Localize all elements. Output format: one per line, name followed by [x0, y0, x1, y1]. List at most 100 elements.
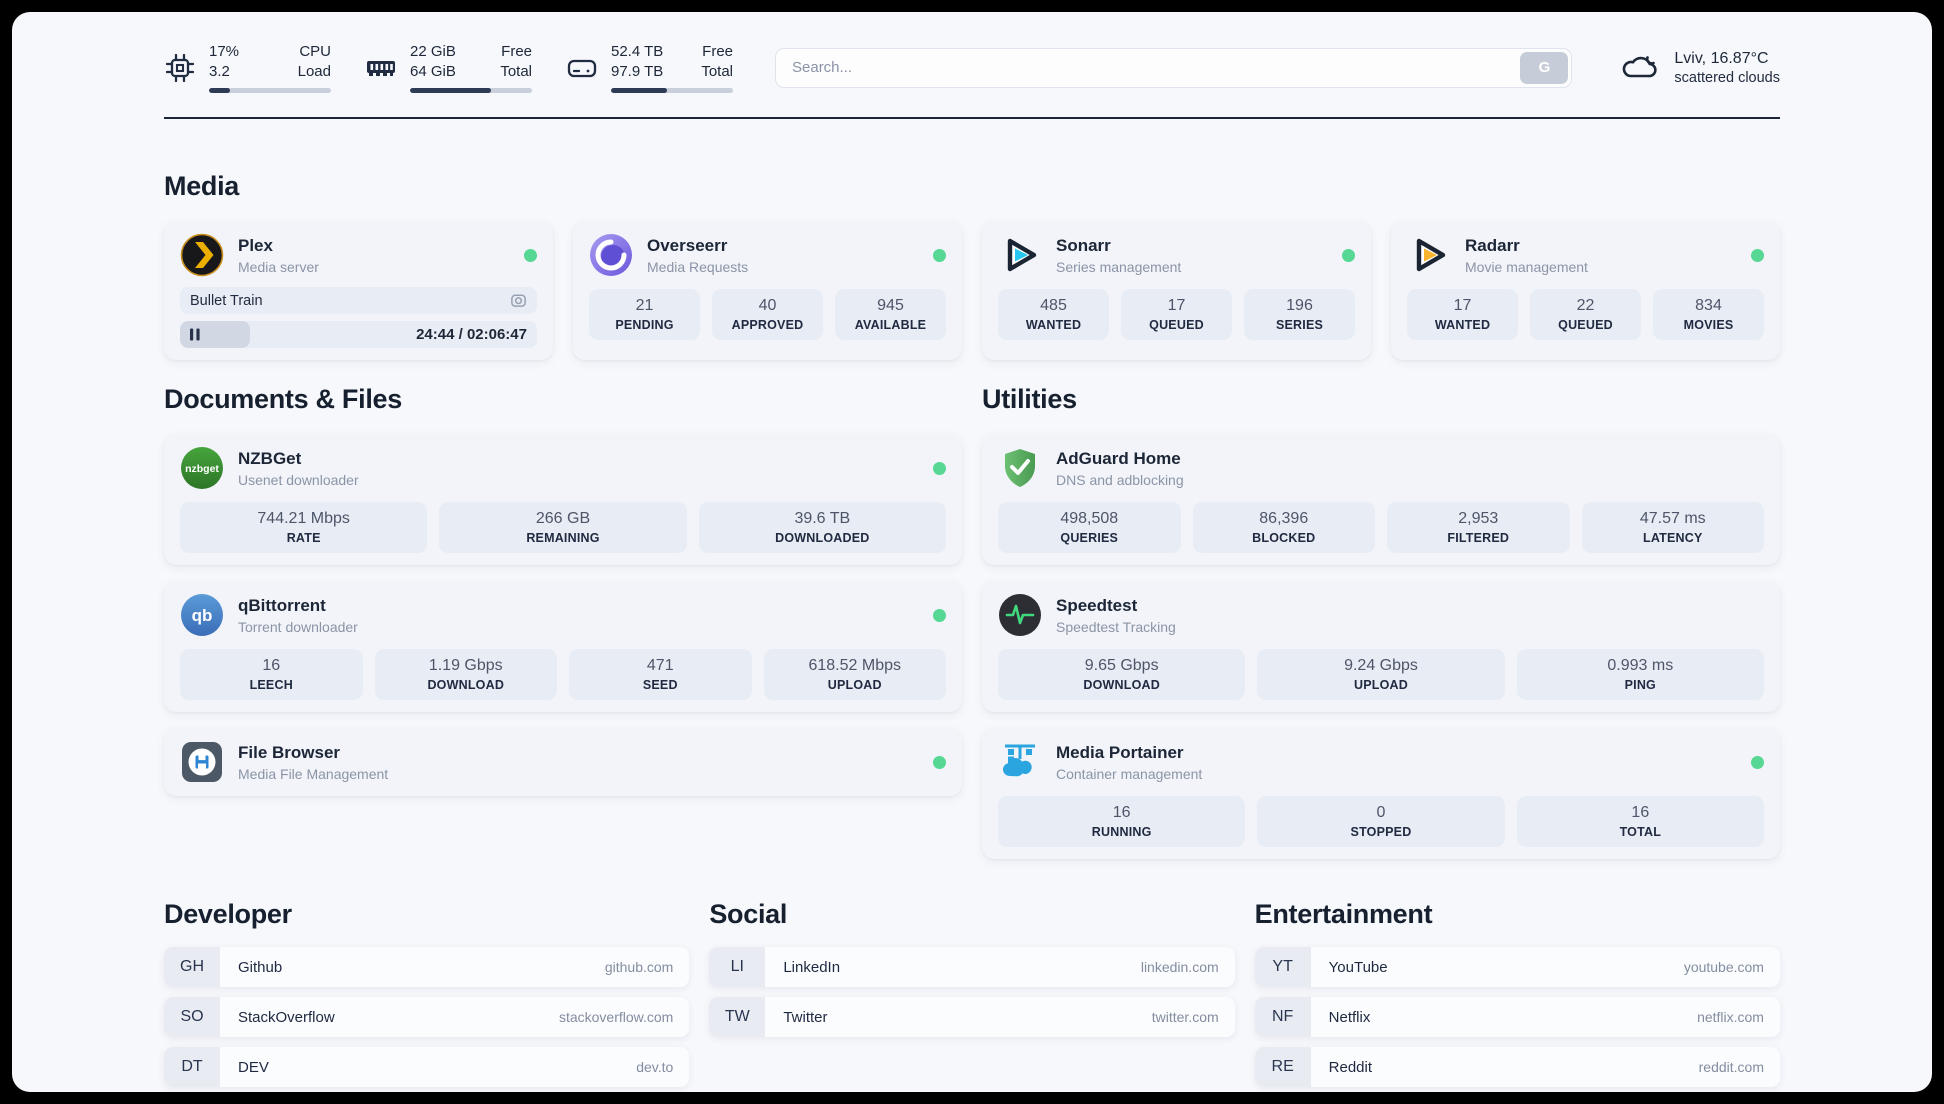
- nzbget-icon: nzbget: [180, 446, 224, 490]
- section-media: Media Plex Media server: [164, 171, 1780, 360]
- section-title-developer: Developer: [164, 899, 292, 929]
- service-subtitle: Container management: [1056, 766, 1203, 782]
- youtube-icon: YT: [1254, 947, 1311, 987]
- disk-total-value: 97.9 TB: [611, 63, 664, 80]
- status-dot: [1751, 755, 1764, 769]
- stat-blocked: 86,396 BLOCKED: [1192, 502, 1375, 553]
- reddit-icon: RE: [1254, 1047, 1311, 1087]
- section-title-entertainment: Entertainment: [1254, 899, 1433, 929]
- service-card-sonarr[interactable]: Sonarr Series management 485 WANTED 17 QUE…: [982, 221, 1371, 360]
- cpu-load-label: Load: [297, 63, 331, 80]
- stat-wanted: 485 WANTED: [998, 289, 1109, 340]
- link-stackoverflow[interactable]: SO StackOverflow stackoverflow.com: [164, 997, 690, 1037]
- adguard-icon: [998, 446, 1042, 490]
- stat-total: 16 TOTAL: [1516, 796, 1764, 847]
- disk-progress-bar: [611, 88, 733, 93]
- status-dot: [933, 248, 946, 262]
- dev-icon: DT: [164, 1047, 220, 1087]
- speedtest-icon: [998, 593, 1042, 637]
- ram-icon: [365, 52, 397, 84]
- service-name: Plex: [238, 236, 273, 255]
- service-card-radarr[interactable]: Radarr Movie management 17 WANTED 22 QUEUE…: [1391, 221, 1780, 360]
- ram-stat: 22 GiB 64 GiB Free Total: [365, 42, 532, 93]
- stat-latency: 47.57 ms LATENCY: [1581, 502, 1764, 553]
- service-subtitle: Movie management: [1465, 259, 1588, 275]
- service-card-qbittorrent[interactable]: qb qBittorrent Torrent downloader 16 LEEC…: [164, 581, 962, 712]
- camera-icon[interactable]: [510, 292, 527, 309]
- service-card-overseerr[interactable]: Overseerr Media Requests 21 PENDING 40 APP…: [573, 221, 962, 360]
- stat-downloaded: 39.6 TB DOWNLOADED: [698, 502, 946, 553]
- stat-available: 945 AVAILABLE: [835, 289, 946, 340]
- service-name: AdGuard Home: [1056, 449, 1181, 468]
- link-github[interactable]: GH Github github.com: [164, 947, 690, 987]
- overseerr-icon: [589, 233, 633, 277]
- status-dot: [933, 755, 946, 769]
- service-name: Speedtest: [1056, 596, 1138, 615]
- section-documents: Documents & Files nzbget: [164, 384, 962, 859]
- weather-widget: Lviv, 16.87°C scattered clouds: [1618, 47, 1780, 89]
- link-twitter[interactable]: TW Twitter twitter.com: [709, 997, 1235, 1037]
- link-netflix[interactable]: NF Netflix netflix.com: [1254, 997, 1780, 1037]
- system-stats: 17% 3.2 CPU Load: [164, 42, 733, 93]
- service-subtitle: Torrent downloader: [238, 619, 358, 635]
- search-engine-button[interactable]: G: [1520, 51, 1569, 84]
- stat-pending: 21 PENDING: [589, 289, 700, 340]
- stat-queued: 22 QUEUED: [1530, 289, 1641, 340]
- section-title-social: Social: [709, 899, 788, 929]
- search-bar: G: [775, 47, 1573, 88]
- playback-time: 24:44 / 02:06:47: [416, 326, 527, 343]
- cpu-usage-value: 17%: [209, 43, 240, 60]
- service-name: File Browser: [238, 743, 341, 762]
- service-card-filebrowser[interactable]: File Browser Media File Management: [164, 728, 962, 796]
- service-card-plex[interactable]: Plex Media server Bullet Train: [164, 221, 553, 360]
- section-utilities: Utilities AdGuard Home: [982, 384, 1780, 859]
- stat-wanted: 17 WANTED: [1407, 289, 1518, 340]
- svg-text:qb: qb: [192, 606, 213, 625]
- service-subtitle: Media Requests: [647, 259, 749, 275]
- stat-ping: 0.993 ms PING: [1516, 649, 1764, 700]
- status-dot: [1751, 248, 1764, 262]
- playback-progress-bar[interactable]: 24:44 / 02:06:47: [180, 321, 537, 348]
- netflix-icon: NF: [1254, 997, 1311, 1037]
- stat-filtered: 2,953 FILTERED: [1387, 502, 1570, 553]
- service-card-nzbget[interactable]: nzbget NZBGet Usenet downloader 744.21 M…: [164, 434, 962, 565]
- cpu-load-value: 3.2: [209, 63, 230, 80]
- service-card-adguard[interactable]: AdGuard Home DNS and adblocking 498,508 Q…: [982, 434, 1780, 565]
- service-name: Sonarr: [1056, 236, 1111, 255]
- link-reddit[interactable]: RE Reddit reddit.com: [1254, 1047, 1780, 1087]
- link-dev[interactable]: DT DEV dev.to: [164, 1047, 690, 1087]
- stat-download: 9.65 Gbps DOWNLOAD: [998, 649, 1246, 700]
- header-divider: [164, 117, 1780, 119]
- ram-free-label: Free: [501, 43, 532, 60]
- stat-stopped: 0 STOPPED: [1257, 796, 1505, 847]
- service-name: Overseerr: [647, 236, 728, 255]
- stat-queued: 17 QUEUED: [1121, 289, 1232, 340]
- status-dot: [933, 608, 946, 622]
- link-linkedin[interactable]: LI LinkedIn linkedin.com: [709, 947, 1235, 987]
- qbittorrent-icon: qb: [180, 593, 224, 637]
- section-title-utilities: Utilities: [982, 384, 1077, 414]
- search-input[interactable]: [779, 58, 1521, 77]
- disk-total-label: Total: [701, 63, 733, 80]
- pause-icon: [190, 328, 200, 341]
- service-card-portainer[interactable]: Media Portainer Container management 16 R…: [982, 728, 1780, 859]
- service-name: NZBGet: [238, 449, 302, 468]
- radarr-icon: [1407, 233, 1451, 277]
- service-subtitle: Media File Management: [238, 766, 389, 782]
- stat-rate: 744.21 Mbps RATE: [180, 502, 428, 553]
- service-subtitle: Media server: [238, 259, 319, 275]
- service-name: Radarr: [1465, 236, 1520, 255]
- stat-remaining: 266 GB REMAINING: [439, 502, 687, 553]
- github-icon: GH: [164, 947, 220, 987]
- stat-approved: 40 APPROVED: [712, 289, 823, 340]
- section-social: Social LI LinkedIn linkedin.com TW Twitt…: [709, 899, 1235, 1087]
- service-card-speedtest[interactable]: Speedtest Speedtest Tracking 9.65 Gbps DO…: [982, 581, 1780, 712]
- now-playing-title: Bullet Train: [190, 292, 263, 309]
- plex-icon: [180, 233, 224, 277]
- cpu-icon: [164, 52, 196, 84]
- section-developer: Developer GH Github github.com SO StackO…: [164, 899, 690, 1087]
- stat-download: 1.19 Gbps DOWNLOAD: [374, 649, 557, 700]
- link-youtube[interactable]: YT YouTube youtube.com: [1254, 947, 1780, 987]
- disk-free-value: 52.4 TB: [611, 43, 664, 60]
